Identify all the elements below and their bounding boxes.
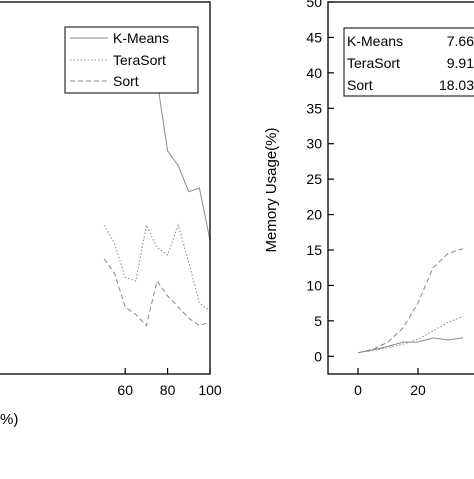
legend-right-sort-label: Sort bbox=[347, 77, 373, 93]
x-tick-label-right-20: 20 bbox=[410, 382, 426, 398]
chart-right-plot-frame bbox=[327, 1, 474, 375]
y-tick-label-right-20: 20 bbox=[306, 207, 322, 223]
chart-left-plot-frame bbox=[0, 1, 211, 375]
y-tick-label-right-15: 15 bbox=[306, 242, 322, 258]
legend-right-k-means-value: 7.66 bbox=[447, 33, 474, 49]
chart-right: Memory Usage(%) 0 5 10 15 20 25 30 35 40 45 50 0 20… bbox=[263, 0, 474, 398]
series-line-right-k-means bbox=[357, 337, 464, 354]
legend-right-terasort-value: 9.91 bbox=[447, 55, 474, 71]
y-tick-label-right-35: 35 bbox=[306, 100, 322, 116]
chart-right-legend-box bbox=[343, 27, 474, 97]
legend-right-sort-value: 18.03 bbox=[439, 77, 474, 93]
series-line-right-sort bbox=[357, 248, 464, 354]
chart-left-x-ticks: 60 80 100 bbox=[117, 368, 222, 398]
series-line-left-sort bbox=[103, 258, 211, 327]
x-tick-label-left-60: 60 bbox=[117, 382, 133, 398]
x-tick-label-right-0: 0 bbox=[354, 382, 362, 398]
chart-right-marks bbox=[357, 248, 464, 354]
chart-right-x-ticks: 0 20 bbox=[354, 368, 426, 398]
chart-left-x-axis-label: %) bbox=[0, 411, 18, 428]
series-line-left-terasort bbox=[103, 223, 211, 312]
x-tick-label-left-80: 80 bbox=[160, 382, 176, 398]
y-tick-label-right-0: 0 bbox=[314, 348, 322, 364]
y-tick-label-right-25: 25 bbox=[306, 171, 322, 187]
legend-left-k-means-label: K-Means bbox=[113, 30, 169, 46]
series-line-right-terasort bbox=[357, 316, 464, 354]
legend-left-terasort-label: TeraSort bbox=[113, 52, 166, 68]
y-tick-label-right-10: 10 bbox=[306, 277, 322, 293]
y-tick-label-right-50: 50 bbox=[306, 0, 322, 10]
chart-left: 60 80 100 %) K-Means TeraSort Sort bbox=[0, 1, 222, 428]
chart-right-legend: K-Means 7.66 TeraSort 9.91 Sort 18.03 bbox=[343, 27, 474, 97]
chart-left-legend: K-Means TeraSort Sort bbox=[64, 26, 199, 94]
chart-right-y-ticks: 0 5 10 15 20 25 30 35 40 45 50 bbox=[306, 0, 334, 364]
y-tick-label-right-5: 5 bbox=[314, 313, 322, 329]
x-tick-label-left-100: 100 bbox=[198, 382, 222, 398]
y-tick-label-right-30: 30 bbox=[306, 136, 322, 152]
legend-right-k-means-label: K-Means bbox=[347, 33, 403, 49]
legend-right-terasort-label: TeraSort bbox=[347, 55, 400, 71]
y-tick-label-right-40: 40 bbox=[306, 65, 322, 81]
chart-right-y-axis-label: Memory Usage(%) bbox=[263, 127, 280, 252]
legend-left-sort-label: Sort bbox=[113, 73, 139, 89]
y-tick-label-right-45: 45 bbox=[306, 29, 322, 45]
